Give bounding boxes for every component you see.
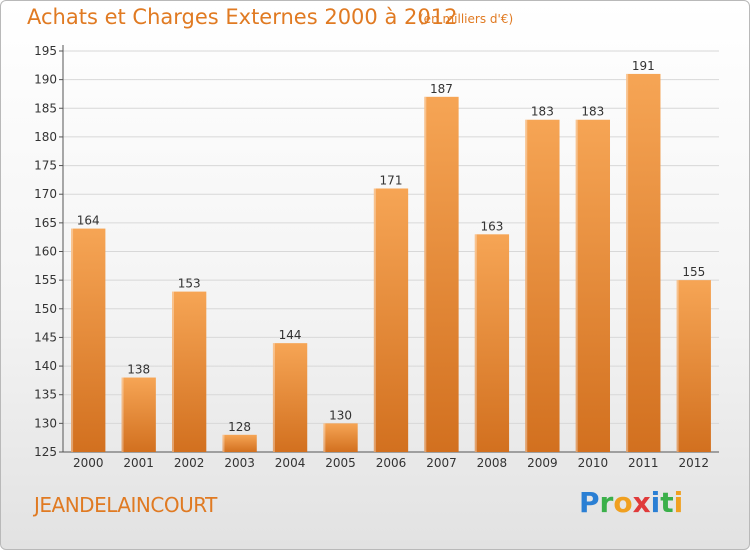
logo-letter: t <box>660 486 674 519</box>
chart-title: Achats et Charges Externes 2000 à 2012 <box>27 5 458 29</box>
x-tick-label: 2005 <box>325 456 356 470</box>
bar-highlight <box>373 188 376 452</box>
y-tick-label: 130 <box>34 416 57 430</box>
data-label: 153 <box>178 277 201 291</box>
commune-name: JEANDELAINCOURT <box>34 493 217 517</box>
y-tick-label: 150 <box>34 302 57 316</box>
proxiti-logo[interactable]: Proxiti <box>579 486 683 519</box>
x-tick-label: 2001 <box>123 456 154 470</box>
bar <box>121 377 156 452</box>
data-label: 191 <box>632 59 655 73</box>
bar <box>626 73 661 453</box>
bar <box>171 291 207 452</box>
x-tick-label: 2011 <box>628 456 659 470</box>
data-labels: 164 138 153 128 144 130 171 187 163 183 183 191 155 <box>77 59 705 434</box>
logo-letter: x <box>632 486 651 519</box>
x-tick-label: 2003 <box>224 456 255 470</box>
bar <box>474 234 510 452</box>
y-tick-label: 180 <box>34 130 57 144</box>
data-label: 163 <box>480 219 503 233</box>
y-tick-label: 170 <box>34 187 57 201</box>
bar <box>575 119 611 452</box>
bar-highlight <box>222 434 225 452</box>
bar <box>222 434 257 452</box>
bar <box>323 423 358 452</box>
y-tick-label: 125 <box>34 445 57 459</box>
y-tick-label: 135 <box>34 388 57 402</box>
bar-highlight <box>121 377 124 452</box>
bar-highlight <box>323 423 326 452</box>
bar <box>272 343 308 452</box>
y-tick-label: 175 <box>34 159 57 173</box>
data-label: 128 <box>228 420 251 434</box>
bar-highlight <box>424 96 427 452</box>
x-tick-label: 2009 <box>527 456 558 470</box>
bar-highlight <box>474 234 477 452</box>
data-label: 183 <box>531 105 554 119</box>
x-tick-label: 2006 <box>376 456 407 470</box>
logo-letter: o <box>613 486 633 519</box>
bar <box>71 228 106 452</box>
bar <box>424 96 459 452</box>
bar-highlight <box>525 119 528 452</box>
x-tick-label: 2000 <box>73 456 104 470</box>
data-label: 164 <box>77 214 100 228</box>
x-tick-label: 2004 <box>275 456 306 470</box>
bar-highlight <box>171 291 174 452</box>
x-tick-label: 2007 <box>426 456 457 470</box>
y-tick-label: 155 <box>34 273 57 287</box>
data-label: 138 <box>127 363 150 377</box>
logo-letter: i <box>673 486 684 519</box>
data-label: 171 <box>380 173 403 187</box>
y-tick-label: 140 <box>34 359 57 373</box>
bar-highlight <box>676 280 679 452</box>
bar <box>373 188 409 452</box>
logo-letter: i <box>650 486 661 519</box>
bar <box>676 280 711 452</box>
data-label: 130 <box>329 408 352 422</box>
y-tick-label: 195 <box>34 44 57 58</box>
bar-highlight <box>71 228 74 452</box>
y-tick-label: 185 <box>34 101 57 115</box>
bar-highlight <box>272 343 275 452</box>
x-tick-label: 2002 <box>174 456 205 470</box>
logo-letter: r <box>599 486 614 519</box>
y-tick-label: 160 <box>34 245 57 259</box>
data-label: 155 <box>682 265 705 279</box>
x-tick-label: 2010 <box>578 456 609 470</box>
data-label: 144 <box>279 328 302 342</box>
bar-highlight <box>626 73 629 453</box>
data-label: 183 <box>581 105 604 119</box>
x-tick-label: 2012 <box>678 456 709 470</box>
data-label: 187 <box>430 82 453 96</box>
bar <box>525 119 560 452</box>
unit-label: (en milliers d'€) <box>419 12 514 26</box>
y-tick-label: 190 <box>34 73 57 87</box>
x-tick-label: 2008 <box>477 456 508 470</box>
bar-highlight <box>575 119 578 452</box>
logo-letter: P <box>579 486 600 519</box>
y-tick-label: 165 <box>34 216 57 230</box>
y-tick-label: 145 <box>34 330 57 344</box>
bars <box>71 73 711 453</box>
